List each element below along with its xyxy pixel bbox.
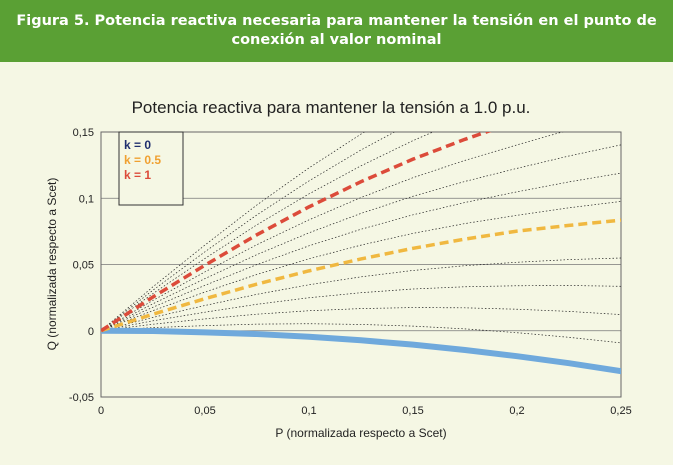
family-curve-3 — [101, 257, 621, 332]
series-line-1 — [101, 218, 621, 333]
family-curve-0 — [101, 323, 621, 344]
family-curve-5 — [101, 172, 621, 332]
legend-box — [118, 131, 184, 206]
chart-legend: k = 0k = 0.5k = 1 — [118, 131, 184, 206]
family-curve-1 — [101, 307, 621, 332]
y-axis-label: Q (normalizada respecto a Scet) — [45, 178, 59, 351]
series-line-2 — [101, 132, 492, 333]
legend-entry-0: k = 0 — [124, 138, 151, 152]
x-tick-label: 0,05 — [194, 405, 215, 417]
figure-caption-line-2: conexión al valor nominal — [231, 32, 442, 48]
y-tick-label: -0,05 — [69, 392, 94, 404]
family-curve-4 — [101, 201, 621, 332]
y-tick-label: 0,1 — [79, 193, 94, 205]
plot-area-frame — [100, 131, 622, 398]
figure-caption-line-1: Figura 5. Potencia reactiva necesaria pa… — [16, 13, 657, 29]
chart-title: Potencia reactiva para mantener la tensi… — [132, 98, 531, 117]
family-curve-2 — [101, 285, 621, 332]
x-tick-label: 0 — [98, 405, 104, 417]
reactive-power-chart: Potencia reactiva para mantener la tensi… — [45, 98, 632, 440]
x-tick-label: 0,15 — [402, 405, 423, 417]
y-tick-label: 0,05 — [73, 260, 94, 272]
x-tick-label: 0,2 — [509, 405, 524, 417]
y-tick-label: 0 — [88, 326, 94, 338]
family-curve-10 — [101, 132, 366, 332]
tick-labels: 0 0,05 0,1 0,15 0,2 0,25 -0,05 0 0,05 0,1 0,15 — [69, 127, 632, 417]
family-curve-6 — [101, 144, 621, 332]
legend-entry-2: k = 1 — [124, 168, 151, 182]
series-lines — [101, 132, 621, 375]
x-tick-label: 0,25 — [610, 405, 631, 417]
legend-entry-1: k = 0.5 — [124, 153, 161, 167]
figure-caption-banner: Figura 5. Potencia reactiva necesaria pa… — [0, 0, 673, 62]
family-curve-8 — [101, 132, 434, 332]
family-curve-9 — [101, 132, 396, 332]
x-tick-label: 0,1 — [301, 405, 316, 417]
y-tick-label: 0,15 — [73, 127, 94, 139]
dotted-family-curves — [101, 132, 621, 344]
series-line-0 — [101, 327, 621, 375]
x-axis-label: P (normalizada respecto a Scet) — [275, 426, 446, 440]
